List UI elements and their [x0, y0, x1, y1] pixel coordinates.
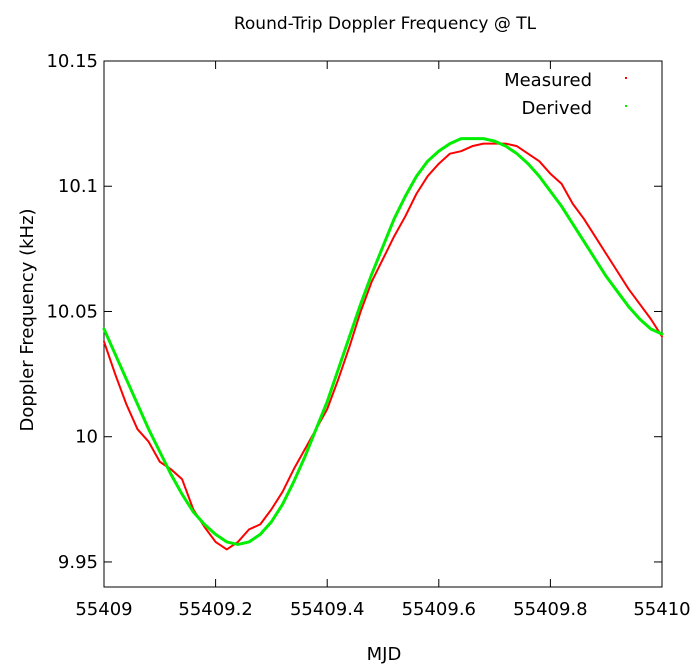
x-axis-ticks: 55409 55409.2 55409.4 55409.6 55409.8 55410 — [75, 61, 691, 620]
plot-border — [103, 60, 663, 588]
legend-marker-derived — [625, 105, 627, 107]
y-tick-label: 10.15 — [46, 51, 98, 72]
y-tick-label: 9.95 — [58, 552, 98, 573]
x-tick-label: 55410 — [633, 599, 690, 620]
legend-label-derived: Derived — [522, 98, 593, 119]
series-layer — [102, 137, 664, 551]
legend: Measured Derived — [504, 70, 627, 119]
x-tick-label: 55409.8 — [513, 599, 587, 620]
x-axis-label: MJD — [367, 644, 402, 665]
legend-label-measured: Measured — [504, 70, 592, 91]
x-tick-label: 55409 — [75, 599, 132, 620]
x-tick-label: 55409.4 — [290, 599, 364, 620]
y-tick-label: 10.05 — [46, 301, 98, 322]
legend-marker-measured — [625, 77, 627, 79]
x-tick-label: 55409.2 — [178, 599, 252, 620]
y-axis-label: Doppler Frequency (kHz) — [17, 208, 38, 431]
y-tick-label: 10 — [75, 427, 98, 448]
y-tick-label: 10.1 — [58, 176, 98, 197]
series-line-derived — [102, 137, 664, 546]
chart-title: Round-Trip Doppler Frequency @ TL — [234, 14, 537, 34]
x-tick-label: 55409.6 — [402, 599, 476, 620]
y-axis-ticks: 9.95 10 10.05 10.1 10.15 — [46, 51, 662, 573]
plot-frame — [103, 60, 663, 588]
series-line-measured — [103, 142, 663, 551]
